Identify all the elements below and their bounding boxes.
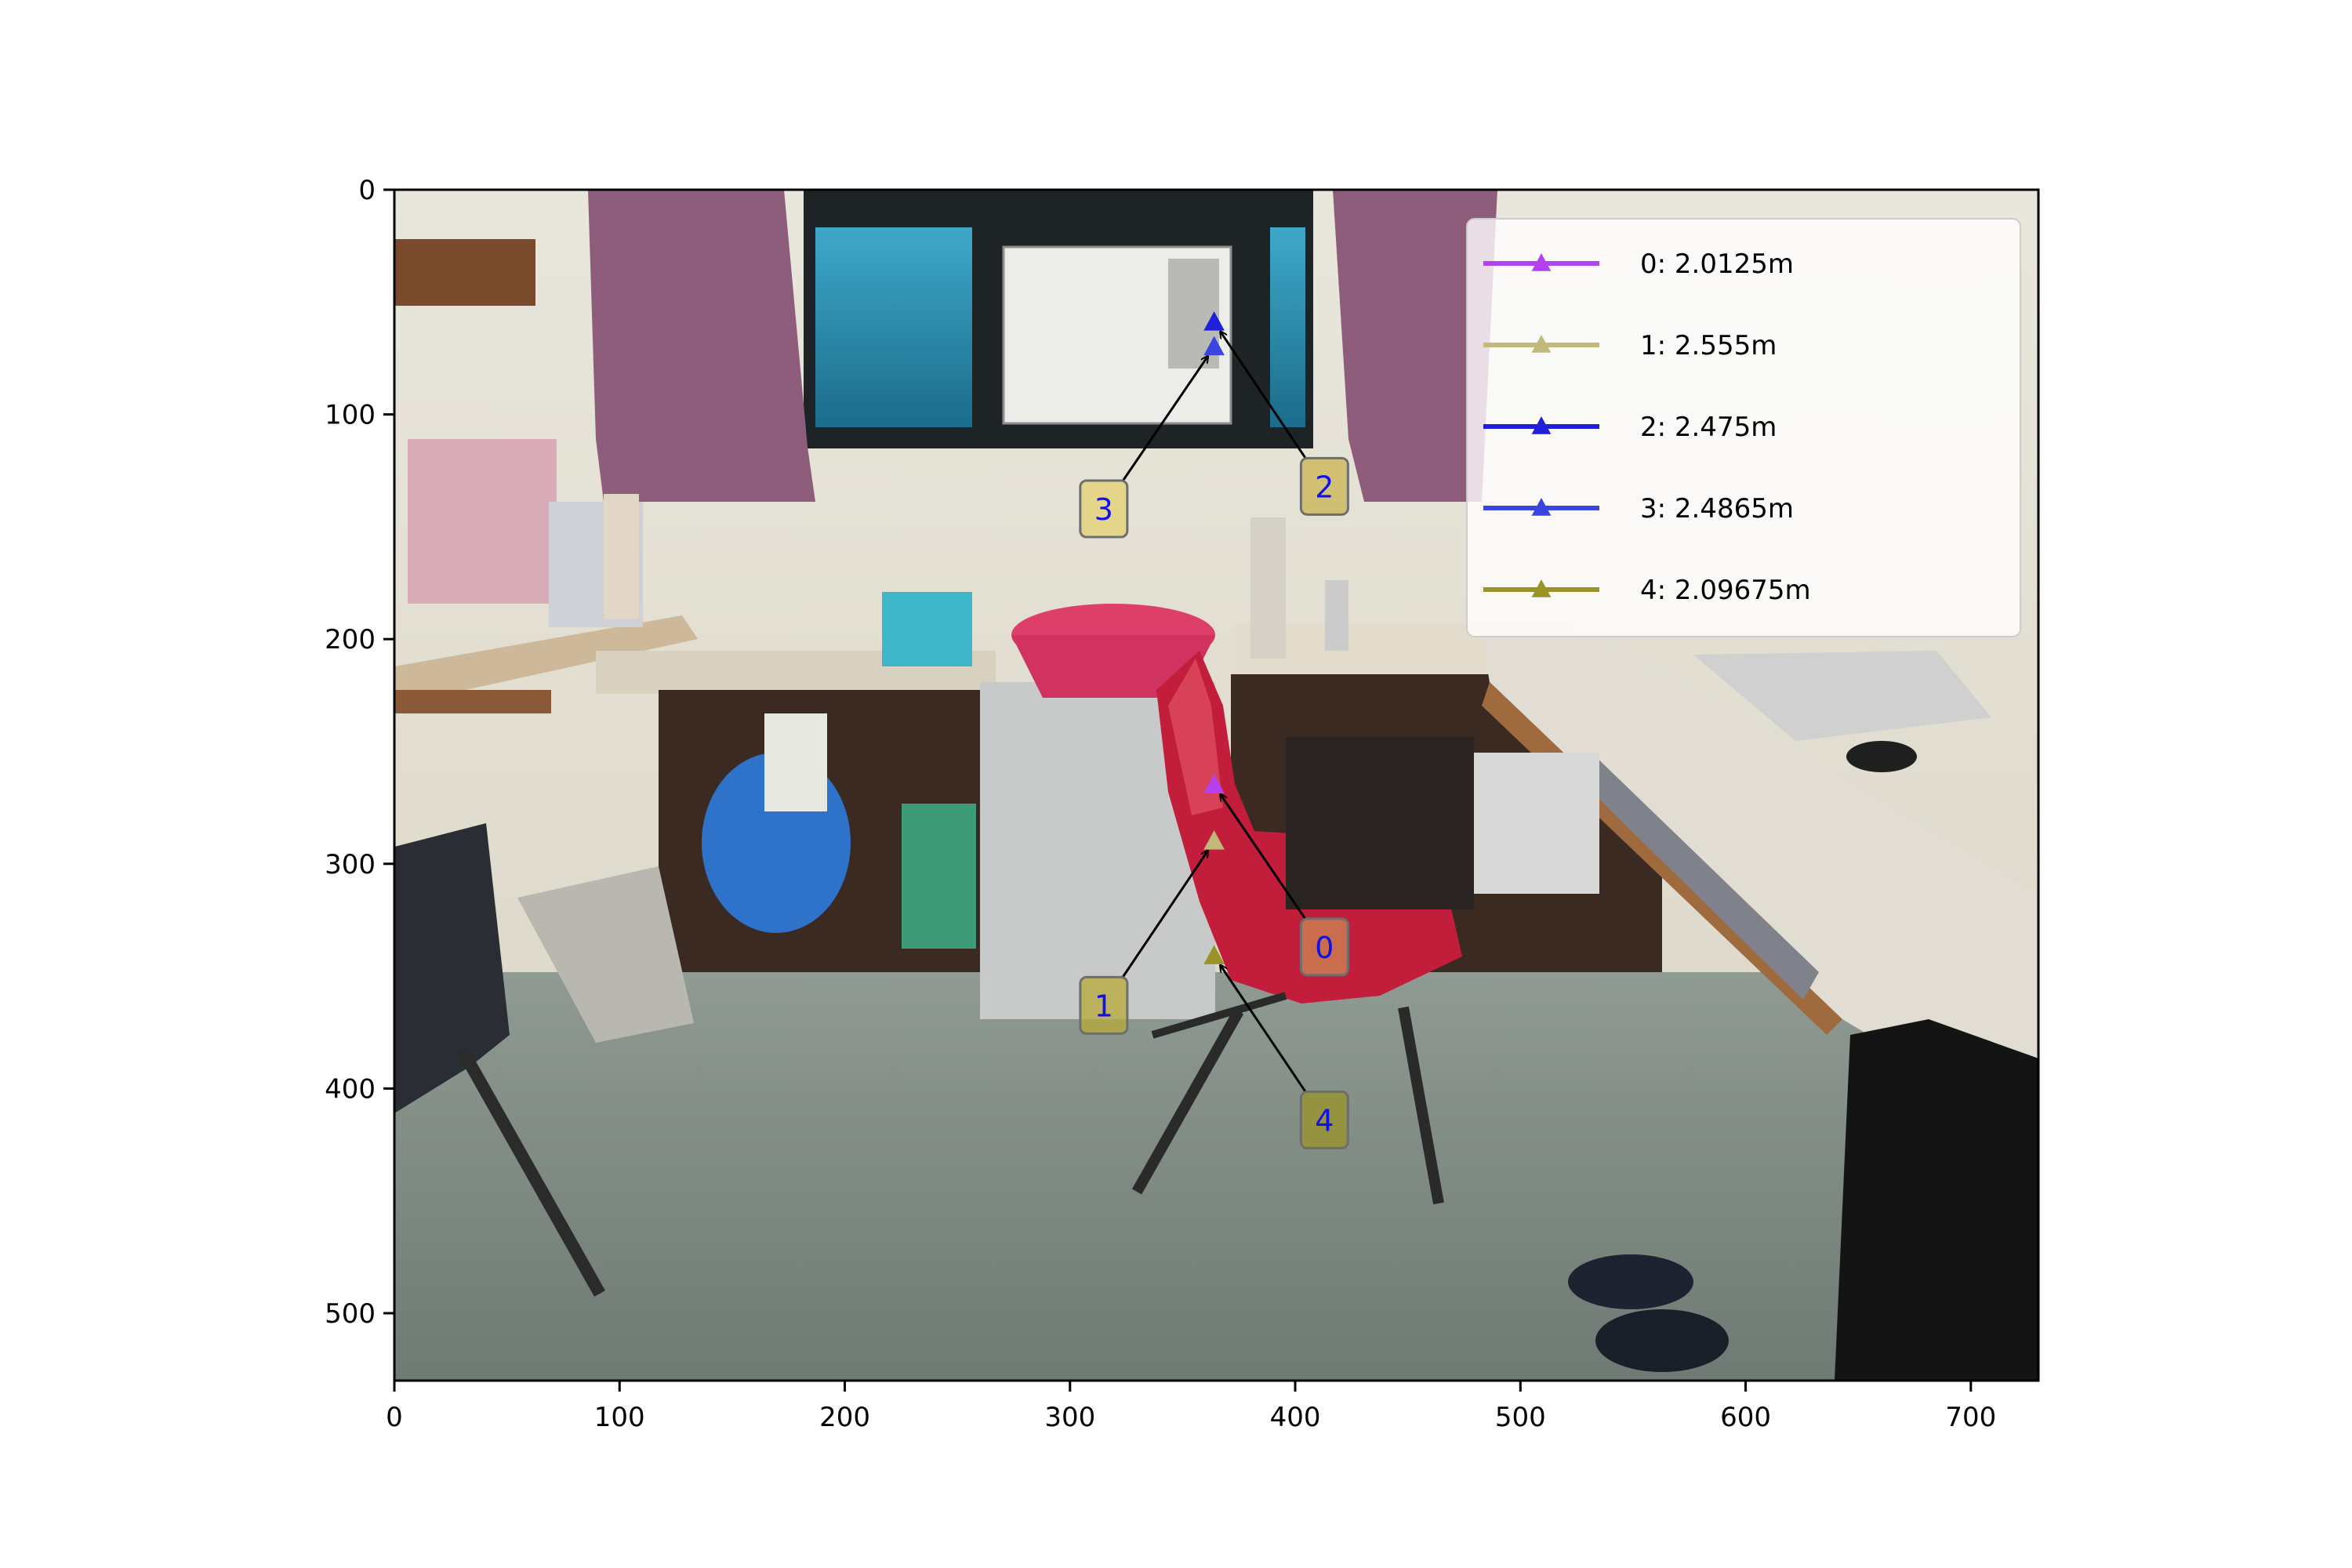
annotation-arrow [1220,332,1308,460]
depth-marker [1203,311,1225,331]
x-tick-label: 500 [1495,1402,1546,1433]
legend-label: 0: 2.0125m [1640,249,1794,280]
annotation-box [1299,1091,1349,1150]
legend: 0: 2.0125m 1: 2.555m 2: 2.475m 3: 2.4865m 4:… [1466,218,2021,637]
annotation-box [1299,917,1349,977]
legend-swatch-marker [1531,579,1552,597]
legend-label: 4: 2.09675m [1640,575,1811,606]
annotation-label: 0 [1315,931,1334,965]
annotation-box [1079,975,1129,1035]
legend-label: 1: 2.555m [1640,330,1777,361]
annotation-arrow [1221,794,1307,921]
depth-marker [1203,830,1225,850]
legend-swatch-marker [1531,498,1552,516]
legend-label: 2: 2.475m [1640,412,1777,443]
annotation-arrow [1220,965,1308,1094]
annotation-label: 1 [1094,989,1113,1023]
depth-marker [1203,774,1225,793]
legend-label: 3: 2.4865m [1640,493,1794,524]
depth-marker [1203,945,1225,964]
x-tick-label: 700 [1945,1402,1996,1433]
y-tick-label: 300 [325,849,376,880]
legend-swatch-marker [1531,253,1552,271]
x-tick-label: 200 [819,1402,870,1433]
y-tick-label: 0 [358,175,376,206]
annotation-label: 4 [1315,1104,1334,1138]
y-tick-label: 200 [325,624,376,655]
legend-swatch-marker [1531,416,1552,434]
x-tick-label: 0 [386,1402,403,1433]
x-tick-label: 400 [1270,1402,1321,1433]
y-axis: 0 100 200 300 400 500 [325,175,394,1330]
axes-frame [393,188,2040,1382]
annotation-box [1299,456,1349,516]
y-tick-label: 500 [325,1298,376,1330]
annotation-arrow [1121,356,1208,483]
x-tick-label: 100 [594,1402,645,1433]
y-tick-label: 400 [325,1073,376,1105]
annotation-label: 3 [1094,492,1113,527]
annotation-arrow [1121,851,1207,979]
annotations: 0 1 2 3 4 [1079,332,1349,1150]
annotation-box [1079,479,1129,539]
depth-markers [1203,311,1225,964]
depth-marker [1203,336,1225,356]
legend-box [1466,218,2021,637]
x-axis: 0 100 200 300 400 500 600 700 [386,1381,1996,1433]
x-tick-label: 300 [1044,1402,1095,1433]
legend-swatch-marker [1531,335,1552,353]
x-tick-label: 600 [1720,1402,1771,1433]
annotation-label: 2 [1315,470,1334,504]
y-tick-label: 100 [325,400,376,431]
